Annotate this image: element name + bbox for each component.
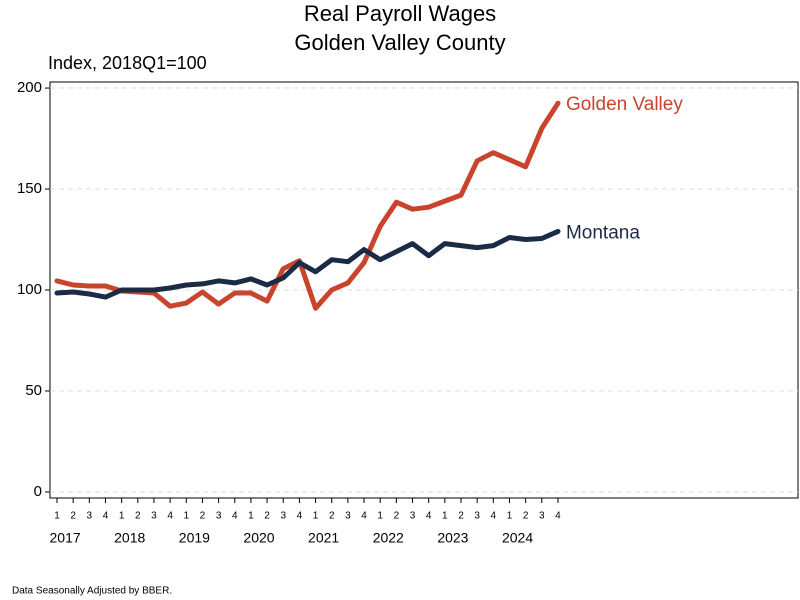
y-tick-label: 0: [34, 483, 42, 500]
series-label: Golden Valley: [566, 94, 683, 115]
x-tick-label: 1: [119, 511, 125, 522]
year-label: 2022: [373, 530, 404, 546]
x-tick-label: 3: [345, 511, 351, 522]
x-tick-label: 3: [410, 511, 416, 522]
x-tick-label: 1: [183, 511, 189, 522]
x-tick-label: 1: [313, 511, 319, 522]
x-tick-label: 3: [216, 511, 222, 522]
series-line: [54, 100, 561, 311]
year-label: 2023: [437, 530, 468, 546]
x-tick-label: 2: [329, 511, 335, 522]
x-tick-label: 4: [361, 511, 367, 522]
x-tick-label: 2: [264, 511, 270, 522]
year-label: 2024: [502, 530, 533, 546]
x-tick-label: 1: [507, 511, 513, 522]
x-tick-label: 4: [491, 511, 497, 522]
x-tick-label: 4: [555, 511, 561, 522]
series-line: [54, 228, 561, 300]
x-tick-label: 3: [87, 511, 93, 522]
x-tick-label: 4: [103, 511, 109, 522]
y-axis-label: Index, 2018Q1=100: [48, 53, 207, 73]
y-tick-label: 100: [17, 281, 42, 298]
chart-title: Real Payroll Wages: [304, 1, 496, 26]
year-label: 2018: [114, 530, 145, 546]
footnote: Data Seasonally Adjusted by BBER.: [12, 586, 172, 597]
x-tick-label: 2: [70, 511, 76, 522]
y-tick-label: 150: [17, 180, 42, 197]
y-tick-label: 50: [25, 382, 42, 399]
year-label: 2019: [179, 530, 210, 546]
x-tick-label: 2: [523, 511, 529, 522]
x-tick-label: 4: [167, 511, 173, 522]
x-tick-label: 1: [377, 511, 383, 522]
x-tick-label: 3: [539, 511, 545, 522]
year-label: 2020: [243, 530, 274, 546]
x-tick-label: 3: [280, 511, 286, 522]
x-tick-label: 1: [442, 511, 448, 522]
x-tick-label: 4: [232, 511, 238, 522]
x-tick-label: 1: [248, 511, 254, 522]
year-label: 2017: [50, 530, 81, 546]
x-tick-label: 3: [151, 511, 157, 522]
x-tick-label: 3: [474, 511, 480, 522]
x-tick-label: 4: [297, 511, 303, 522]
x-tick-label: 2: [200, 511, 206, 522]
chart-subtitle: Golden Valley County: [294, 30, 505, 55]
x-tick-label: 4: [426, 511, 432, 522]
series-label: Montana: [566, 222, 640, 243]
x-tick-label: 2: [458, 511, 464, 522]
x-tick-label: 1: [54, 511, 60, 522]
y-tick-label: 200: [17, 79, 42, 96]
x-tick-label: 2: [394, 511, 400, 522]
year-label: 2021: [308, 530, 339, 546]
x-tick-label: 2: [135, 511, 141, 522]
